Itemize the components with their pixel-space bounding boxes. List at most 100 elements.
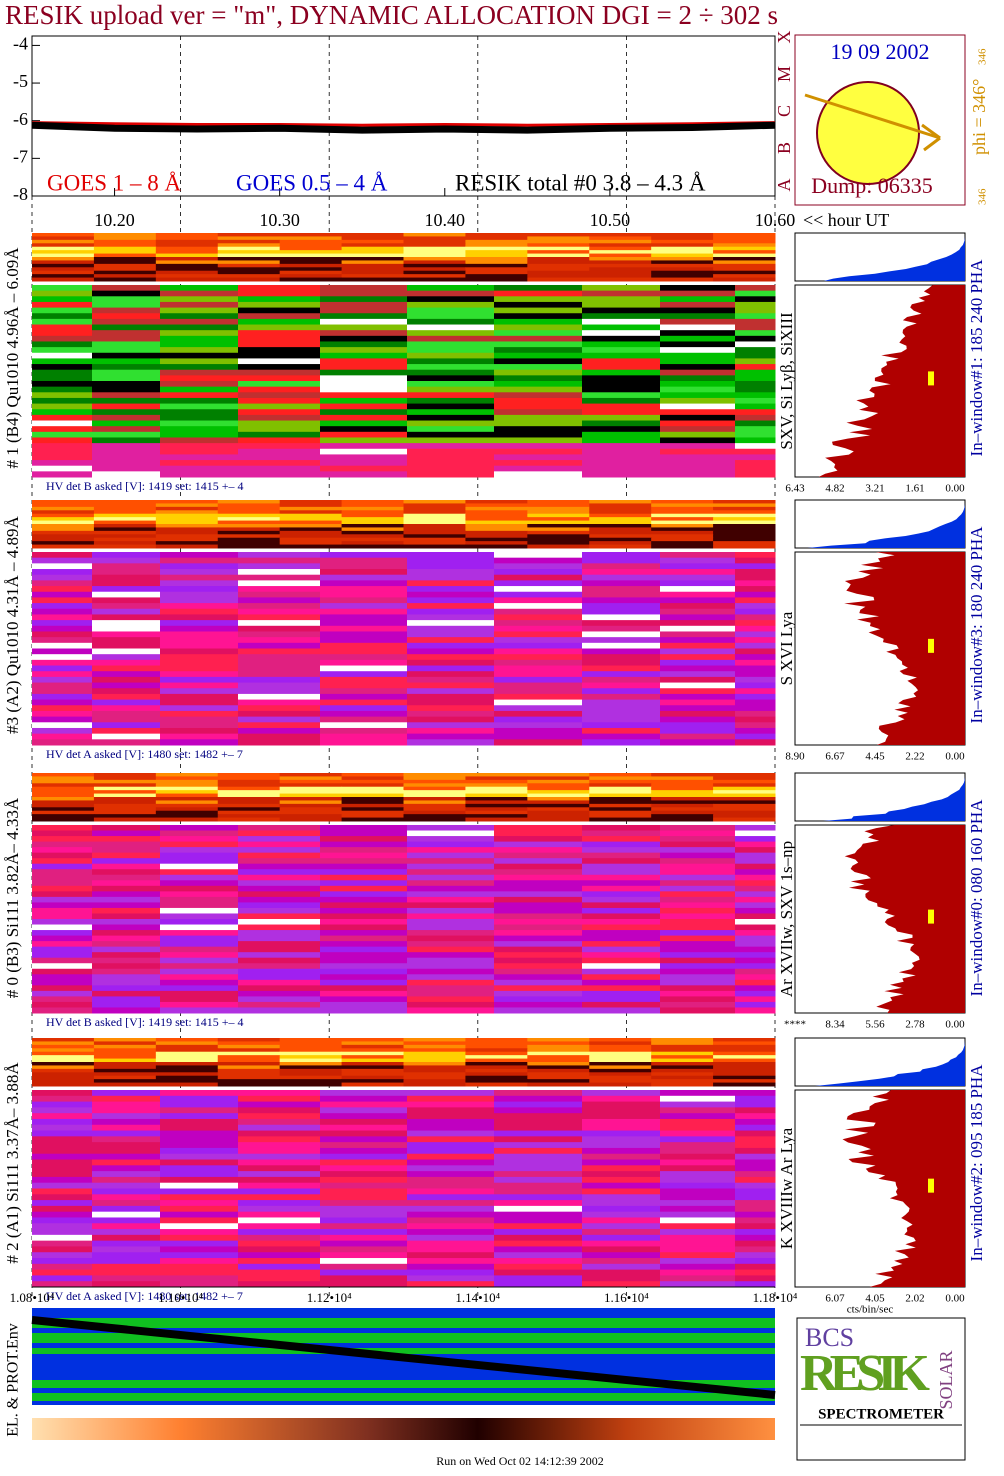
heatmap-cell xyxy=(160,290,239,297)
heatmap-cell xyxy=(160,1258,239,1265)
heatmap-cell xyxy=(238,946,321,953)
heatmap-cell xyxy=(93,779,157,784)
heatmap-cell xyxy=(651,506,714,511)
hist-scale: 1.61 xyxy=(905,483,924,495)
heatmap-cell xyxy=(589,257,652,261)
phi-bottom: 346 xyxy=(977,188,989,205)
heatmap-cell xyxy=(320,1101,408,1108)
heatmap-cell xyxy=(713,773,776,777)
heatmap-cell xyxy=(735,935,776,942)
heatmap-cell xyxy=(494,1269,583,1276)
heatmap-cell xyxy=(582,924,661,931)
heatmap-cell xyxy=(92,563,161,570)
heatmap-cell xyxy=(238,957,321,964)
heatmap-cell xyxy=(238,335,321,342)
hist-scale: 8.34 xyxy=(825,1019,845,1031)
heatmap-cell xyxy=(320,608,408,615)
heatmap-cell xyxy=(713,786,776,791)
heatmap-cell xyxy=(651,1082,714,1087)
heatmap-cell xyxy=(92,913,161,920)
heatmap-cell xyxy=(735,919,776,926)
heatmap-cell xyxy=(32,586,93,593)
heatmap-cell xyxy=(92,454,161,461)
heatmap-cell xyxy=(582,963,661,970)
heatmap-cell xyxy=(238,369,321,376)
heatmap-cell xyxy=(320,1142,408,1149)
heatmap-cell xyxy=(217,1075,281,1080)
heatmap-cell xyxy=(651,1075,714,1080)
heatmap-cell xyxy=(341,530,404,535)
heatmap-cell xyxy=(32,1124,93,1132)
heatmap-cell xyxy=(407,1258,495,1265)
heatmap-cell xyxy=(527,779,590,784)
heatmap-cell xyxy=(320,420,408,427)
heatmap-cell xyxy=(660,330,736,337)
heatmap-cell xyxy=(660,574,736,581)
heatmap-cell xyxy=(32,919,93,926)
heatmap-cell xyxy=(279,260,343,265)
heatmap-cell xyxy=(407,727,495,735)
heatmap-cell xyxy=(238,665,321,672)
heatmap-cell xyxy=(320,852,408,859)
heatmap-cell xyxy=(660,671,736,678)
heatmap-cell xyxy=(407,375,495,382)
hist-main xyxy=(844,825,965,1013)
heatmap-cell xyxy=(238,358,321,365)
heatmap-cell xyxy=(582,896,661,903)
heatmap-cell xyxy=(32,397,93,405)
heatmap-cell xyxy=(735,437,776,444)
heatmap-cell xyxy=(651,1044,714,1049)
heatmap-cell xyxy=(93,250,157,255)
heatmap-cell xyxy=(217,520,281,525)
heatmap-cell xyxy=(341,246,404,251)
heatmap-cell xyxy=(155,517,219,522)
heatmap-cell xyxy=(494,313,583,320)
legend-entry: RESIK total #0 3.8 – 4.3 Å xyxy=(455,170,706,195)
heatmap-cell xyxy=(160,963,239,970)
heatmap-cell xyxy=(660,841,736,848)
heatmap-cell xyxy=(320,369,408,376)
heatmap-cell xyxy=(32,1211,93,1218)
heatmap-cell xyxy=(660,381,736,388)
heatmap-cell xyxy=(160,586,239,593)
heatmap-cell xyxy=(582,891,661,898)
heatmap-cell xyxy=(160,990,239,997)
heatmap-cell xyxy=(735,352,776,359)
heatmap-cell xyxy=(651,810,714,815)
heatmap-cell xyxy=(93,797,157,801)
sun-disk xyxy=(816,81,920,185)
heatmap-cell xyxy=(238,330,321,337)
heatmap-cell xyxy=(582,448,661,455)
heatmap-cell xyxy=(217,513,281,518)
heatmap-cell xyxy=(582,968,661,975)
heatmap-cell xyxy=(651,253,714,258)
heatmap-cell xyxy=(589,500,652,504)
heatmap-cell xyxy=(92,957,161,964)
heatmap-cell xyxy=(494,1147,583,1155)
heatmap-cell xyxy=(494,830,583,837)
heatmap-cell xyxy=(217,1079,281,1084)
heatmap-cell xyxy=(279,1055,343,1060)
heatmap-cell xyxy=(713,1068,776,1073)
hv-text: HV det B asked [V]: 1419 set: 1415 +– 4 xyxy=(46,479,244,493)
heatmap-cell xyxy=(341,236,404,241)
heatmap-cell xyxy=(407,443,495,450)
heatmap-cell xyxy=(407,1269,495,1276)
heatmap-cell xyxy=(582,1095,661,1103)
heatmap-cell xyxy=(589,814,652,819)
heatmap-cell xyxy=(660,902,736,909)
heatmap-cell xyxy=(32,1223,93,1230)
heatmap-cell xyxy=(407,841,495,848)
heatmap-cell xyxy=(465,534,528,539)
heatmap-cell xyxy=(92,739,161,746)
heatmap-cell xyxy=(92,1205,161,1213)
heatmap-cell xyxy=(651,1041,714,1046)
heatmap-cell xyxy=(32,1072,95,1077)
heatmap-cell xyxy=(160,858,239,865)
heatmap-cell xyxy=(92,431,161,438)
heatmap-cell xyxy=(582,722,661,729)
heatmap-cell xyxy=(651,1055,714,1060)
heatmap-cell xyxy=(465,257,528,261)
heatmap-cell xyxy=(92,460,161,467)
heatmap-cell xyxy=(160,891,239,898)
